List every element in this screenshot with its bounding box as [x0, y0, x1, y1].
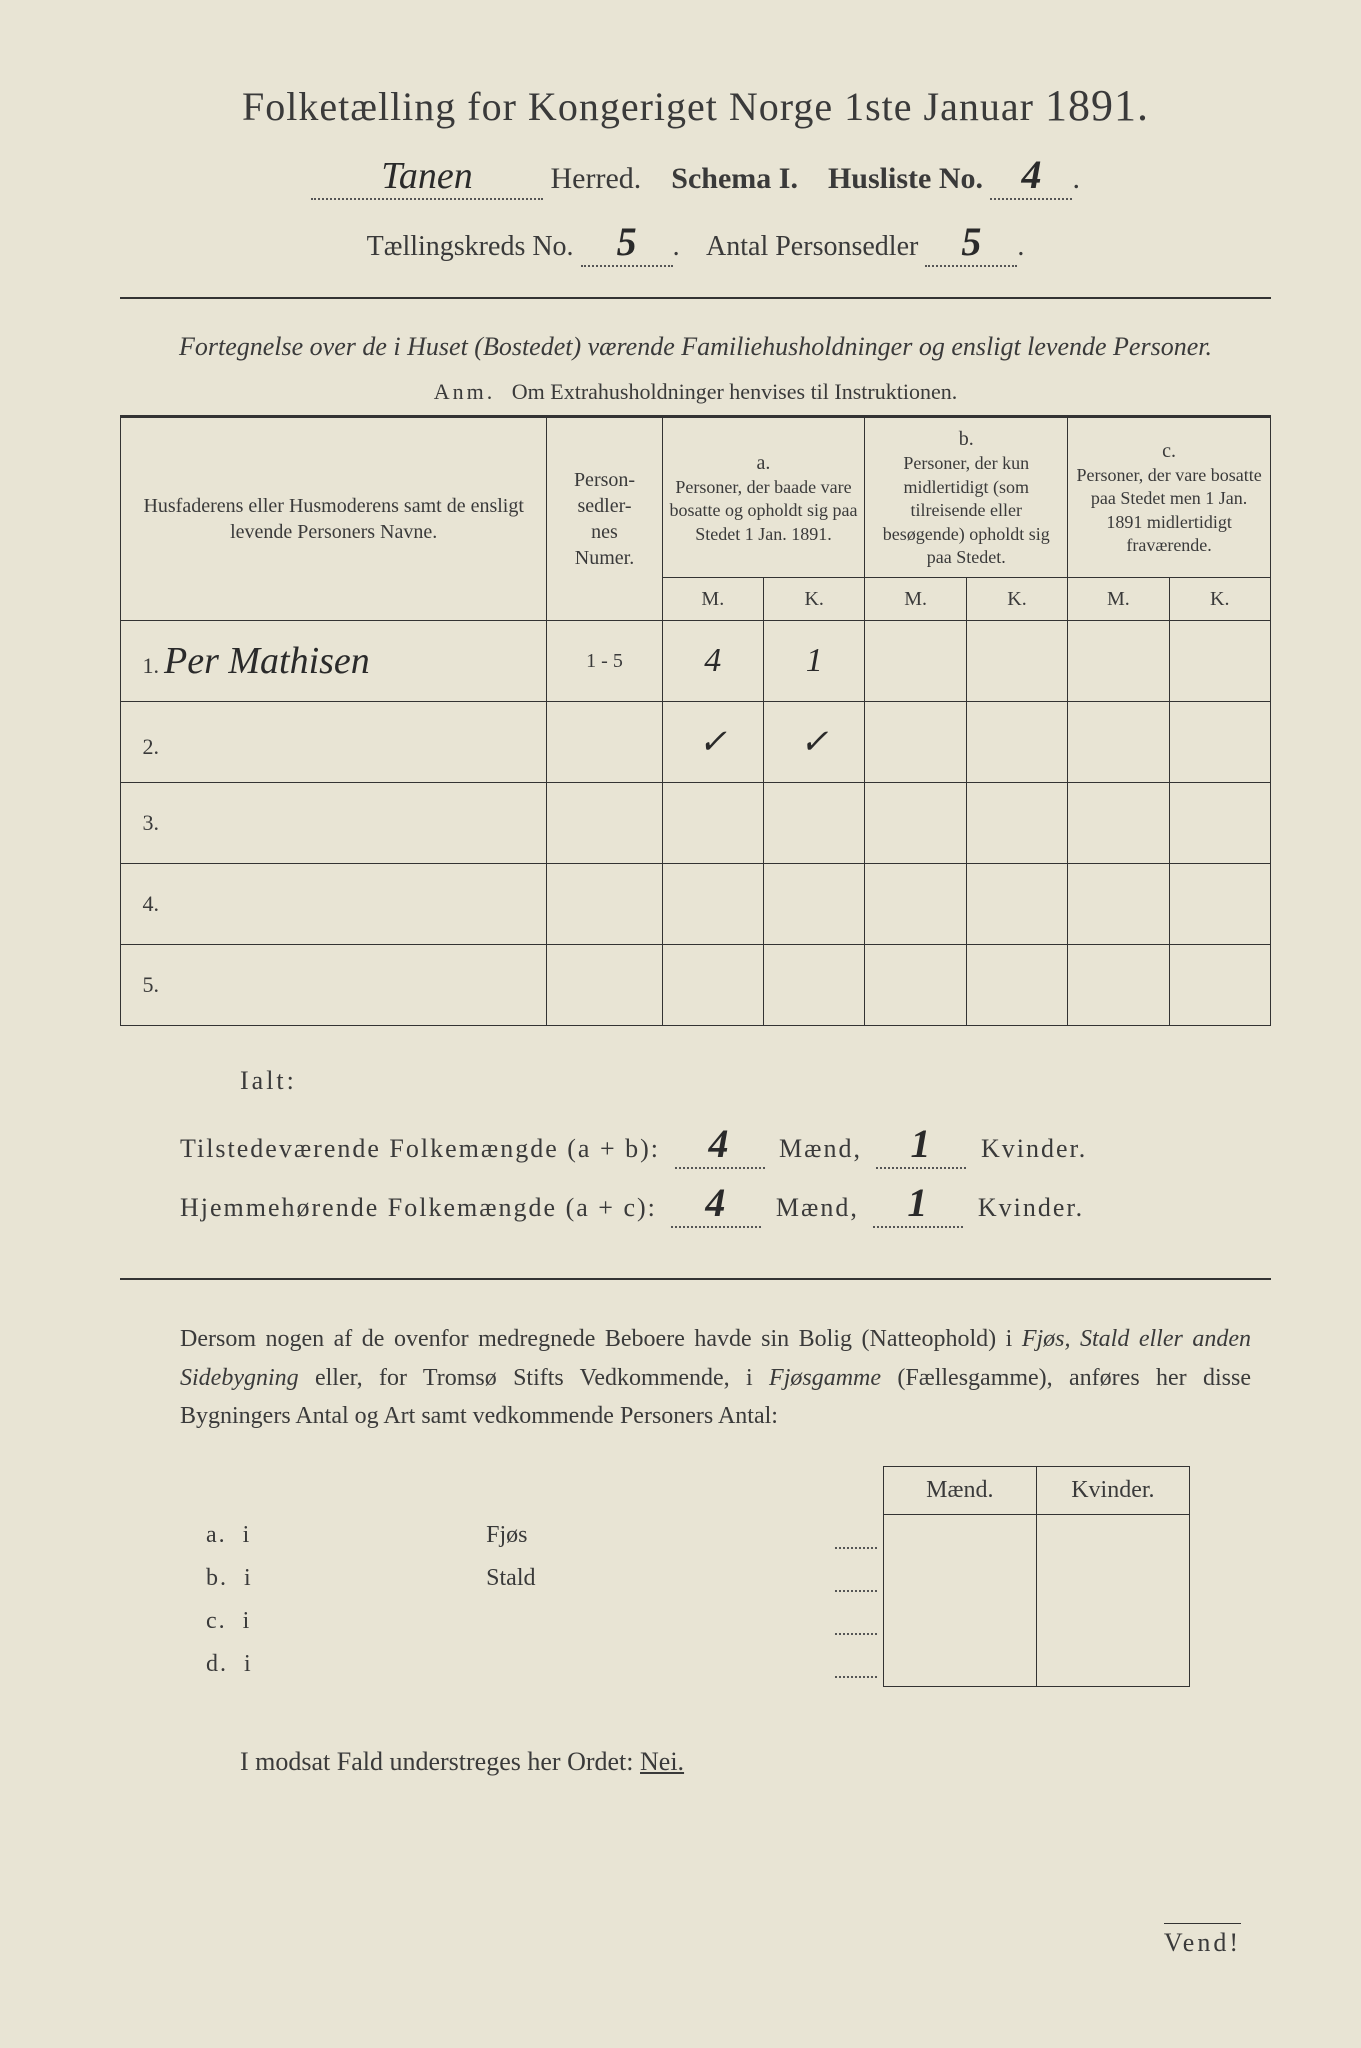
lower-kvinder-header: Kvinder. [1036, 1466, 1189, 1514]
group-b-header: b. Personer, der kun midlertidigt (som t… [865, 418, 1068, 578]
anm-text: Om Extrahusholdninger henvises til Instr… [512, 379, 957, 404]
outbuilding-table: Mænd. Kvinder. a. i Fjøs b. i Stald c. i… [200, 1466, 1190, 1687]
household-table: Husfaderens eller Husmoderens samt de en… [120, 417, 1271, 1026]
summary-resident: Hjemmehørende Folkemængde (a + c): 4 Mæn… [180, 1179, 1271, 1228]
col-header-name: Husfaderens eller Husmoderens samt de en… [121, 418, 547, 621]
group-a-header: a. Personer, der baade vare bosatte og o… [662, 418, 865, 578]
divider [120, 297, 1271, 299]
header-line-kreds: Tællingskreds No. 5 . Antal Personsedler… [120, 218, 1271, 267]
antal-label: Antal Personsedler [706, 231, 918, 262]
kreds-label: Tællingskreds No. [367, 231, 574, 262]
summary-present: Tilstedeværende Folkemængde (a + b): 4 M… [180, 1120, 1271, 1169]
table-body: 1. Per Mathisen 1 - 5 4 1 2. ✓ ✓ 3 [121, 621, 1271, 1026]
col-b-k: K. [966, 578, 1067, 621]
table-row: 1. Per Mathisen 1 - 5 4 1 [121, 621, 1271, 702]
table-row: 4. [121, 864, 1271, 945]
col-b-m: M. [865, 578, 966, 621]
antal-value: 5 [961, 219, 981, 264]
lower-row: b. i Stald [200, 1557, 1189, 1600]
col-a-m: M. [662, 578, 763, 621]
lower-row: d. i [200, 1643, 1189, 1686]
herred-value: Tanen [381, 155, 473, 197]
mid-divider [120, 1278, 1271, 1280]
husliste-label: Husliste No. [828, 162, 983, 195]
kreds-value: 5 [617, 219, 637, 264]
nei-line: I modsat Fald understreges her Ordet: Ne… [240, 1747, 1271, 1777]
col-a-k: K. [764, 578, 865, 621]
lower-row: a. i Fjøs [200, 1514, 1189, 1557]
ialt-label: Ialt: [240, 1066, 1271, 1096]
page-title: Folketælling for Kongeriget Norge 1ste J… [120, 80, 1271, 131]
husliste-value: 4 [1021, 152, 1041, 197]
table-row: 5. [121, 945, 1271, 1026]
header-line-herred: Tanen Herred. Schema I. Husliste No. 4 . [120, 151, 1271, 200]
herred-label: Herred. [551, 162, 642, 195]
anm-note: Anm. Om Extrahusholdninger henvises til … [120, 379, 1271, 405]
census-form-page: Folketælling for Kongeriget Norge 1ste J… [0, 0, 1361, 2048]
vend-label: Vend! [1164, 1923, 1241, 1958]
table-row: 2. ✓ ✓ [121, 702, 1271, 783]
outbuilding-paragraph: Dersom nogen af de ovenfor medregnede Be… [180, 1320, 1251, 1435]
title-prefix: Folketælling for Kongeriget Norge 1ste J… [242, 84, 1034, 129]
col-header-number: Person- sedler- nes Numer. [547, 418, 662, 621]
lower-maend-header: Mænd. [883, 1466, 1036, 1514]
col-c-m: M. [1068, 578, 1169, 621]
lower-row: c. i [200, 1600, 1189, 1643]
group-c-header: c. Personer, der vare bosatte paa Stedet… [1068, 418, 1271, 578]
title-year: 1891. [1045, 81, 1149, 130]
col-c-k: K. [1169, 578, 1270, 621]
anm-label: Anm. [434, 379, 496, 404]
table-row: 3. [121, 783, 1271, 864]
form-subtitle: Fortegnelse over de i Huset (Bostedet) v… [120, 329, 1271, 365]
schema-label: Schema I. [671, 162, 798, 195]
